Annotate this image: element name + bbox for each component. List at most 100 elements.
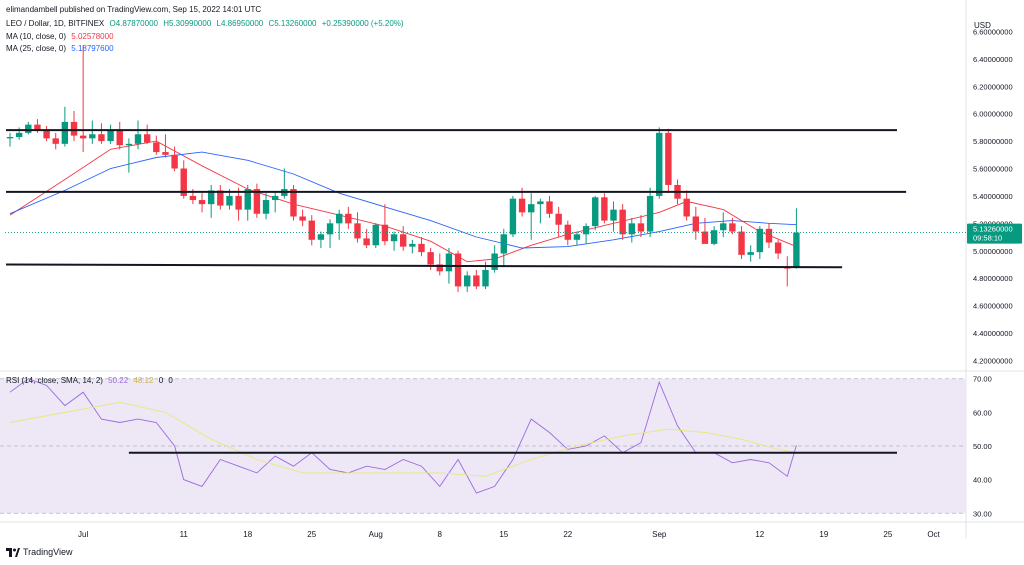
rsi-tick-label: 70.00 <box>973 375 992 384</box>
time-tick-label: 18 <box>243 530 252 539</box>
rsi-line-rsi <box>9 378 797 494</box>
candle-body <box>15 132 23 137</box>
candle-body <box>262 200 270 214</box>
candle-body <box>765 228 773 243</box>
time-tick-label: 8 <box>438 530 443 539</box>
rsi-tick-label: 30.00 <box>973 509 992 518</box>
candle-body <box>537 201 544 205</box>
time-axis: Jul 11 18 25 Aug 8 15 22 Sep 12 19 25 Oct <box>78 530 941 539</box>
rsi-sma-value: 48.12 <box>133 376 154 385</box>
candle-body <box>180 168 187 196</box>
price-tick-label: 5.40000000 <box>973 192 1013 201</box>
price-tick-label: 4.20000000 <box>973 356 1013 365</box>
time-tick-label: 25 <box>307 530 316 539</box>
ma10-value: 5.02578000 <box>71 32 114 41</box>
candle-body <box>701 231 709 244</box>
candle-body <box>628 223 636 235</box>
candle-body <box>774 242 782 254</box>
rsi-tick-label: 50.00 <box>973 442 992 451</box>
ma25-label: MA (25, close, 0) <box>6 44 67 53</box>
footer: TradingView <box>6 547 73 558</box>
price-tick-label: 5.80000000 <box>973 137 1013 146</box>
price-badge-bg <box>967 223 1022 244</box>
candle-body <box>363 238 370 246</box>
candle-body <box>491 253 498 270</box>
candle-body <box>134 134 142 144</box>
price-badge-price: 5.13260000 <box>973 225 1013 234</box>
candle-body <box>189 195 197 201</box>
candle-body <box>720 223 727 231</box>
price-tick-label: 5.60000000 <box>973 165 1013 174</box>
candle-body <box>162 152 169 155</box>
candle-body <box>345 213 352 224</box>
candle-body <box>482 269 489 287</box>
candle-body <box>6 136 14 139</box>
time-tick-label: 19 <box>819 530 828 539</box>
candle-body <box>290 189 297 217</box>
candle-body <box>418 243 425 253</box>
candle-body <box>656 132 663 196</box>
candle-body <box>738 231 745 255</box>
ma10-label: MA (10, close, 0) <box>6 32 67 41</box>
candle-body <box>573 234 581 240</box>
price-tick-label: 6.00000000 <box>973 110 1013 119</box>
time-tick-label: Aug <box>369 530 383 539</box>
time-tick-label: 11 <box>180 530 189 539</box>
candle-body <box>326 223 334 235</box>
candle-body <box>235 195 242 210</box>
price-tick-label: 6.60000000 <box>973 27 1013 36</box>
candle-body <box>409 243 416 247</box>
publisher-text: elimandambell published on TradingView.c… <box>6 5 262 14</box>
candle-body <box>793 232 800 268</box>
candle-body <box>564 224 571 240</box>
ohlc-legend: LEO / Dollar, 1D, BITFINEX O4.87870000 H… <box>6 19 407 28</box>
time-tick-label: 25 <box>883 530 892 539</box>
candle-body <box>436 264 443 272</box>
rsi-lines <box>9 378 897 494</box>
candle-body <box>528 204 535 213</box>
candle-body <box>271 195 279 201</box>
price-tick-label: 5.00000000 <box>973 247 1013 256</box>
price-tick-label: 4.80000000 <box>973 274 1013 283</box>
rsi-extra-1: 0 <box>158 376 164 385</box>
candlesticks <box>6 45 800 292</box>
candle-body <box>729 223 736 232</box>
candle-body <box>52 138 59 144</box>
candle-body <box>198 200 206 205</box>
candle-body <box>400 234 407 247</box>
candle-body <box>610 209 617 221</box>
candle-body <box>509 198 517 235</box>
time-tick-label: 15 <box>499 530 508 539</box>
candle-body <box>335 213 343 224</box>
candle-body <box>61 121 69 144</box>
candle-body <box>354 223 361 239</box>
candle-body <box>390 234 398 242</box>
candle-body <box>253 189 261 214</box>
tradingview-logo-icon <box>6 548 20 558</box>
candle-body <box>217 190 224 206</box>
candle-body <box>143 134 151 143</box>
price-tick-label: 4.40000000 <box>973 329 1013 338</box>
ma25-legend: MA (25, close, 0) 5.18797600 <box>6 44 117 53</box>
candle-body <box>79 135 87 139</box>
ma10-legend: MA (10, close, 0) 5.02578000 <box>6 32 117 41</box>
price-tick-label: 4.60000000 <box>973 302 1013 311</box>
candle-body <box>34 124 41 131</box>
candle-body <box>518 198 526 213</box>
ohlc-open: O4.87870000 <box>109 19 158 28</box>
time-tick-label: 12 <box>755 530 764 539</box>
candle-body <box>546 201 553 214</box>
candle-body <box>427 252 434 265</box>
candle-body <box>171 154 178 169</box>
price-badge-countdown: 09:58:10 <box>973 234 1002 243</box>
rsi-tick-label: 60.00 <box>973 408 992 417</box>
candle-body <box>555 213 562 225</box>
candle-body <box>454 253 462 287</box>
rsi-line-sma <box>9 401 797 477</box>
candle-body <box>308 220 315 240</box>
candle-body <box>244 189 251 210</box>
candle-body <box>226 195 233 206</box>
footer-text: TradingView <box>23 547 73 557</box>
